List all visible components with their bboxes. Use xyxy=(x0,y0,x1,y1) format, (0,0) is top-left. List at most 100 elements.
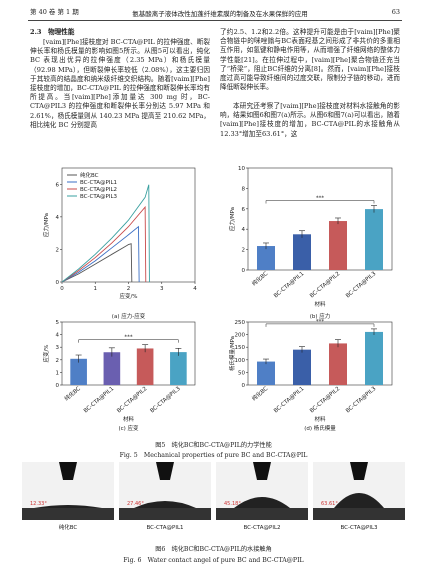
x-axis-label: 材料 xyxy=(314,300,326,308)
y-axis-label: 应力/MPa xyxy=(42,213,50,237)
paragraph: 本研究还考察了[vaim][Phe]接枝度对材料水接触角的影响，结果如图6和图7… xyxy=(220,102,400,138)
x-tick-label: 4 xyxy=(193,286,197,292)
line-series xyxy=(61,184,150,283)
significance-label: *** xyxy=(316,196,325,202)
legend-label: BC-CTA@PIL2 xyxy=(80,187,117,193)
panel-caption: (a) 应力-应变 xyxy=(112,312,146,320)
header-title: 氨基酸离子液体改性加蓬纤维素膜的制备及在水果保鲜的应用 xyxy=(132,10,308,18)
y-tick-label: 4 xyxy=(242,227,246,233)
substrate xyxy=(119,508,211,520)
droplet xyxy=(134,501,196,508)
paragraph: 了约2.5、1.2和2.2倍。这种提升可能是由于[vaim][Phe]聚合物链中… xyxy=(220,28,400,92)
x-tick-label: 1 xyxy=(94,286,98,292)
significance-label: *** xyxy=(316,319,325,325)
y-tick-label: 250 xyxy=(235,320,246,326)
contact-angle: 27.46° xyxy=(127,501,144,507)
x-axis-label: 应变/% xyxy=(119,292,137,300)
substrate xyxy=(216,508,308,520)
significance-bracket xyxy=(78,339,179,343)
header-page: 63 xyxy=(391,8,400,16)
legend-label: BC-CTA@PIL1 xyxy=(80,180,117,186)
y-tick-label: 0 xyxy=(242,268,246,274)
plot-frame xyxy=(247,167,393,271)
y-tick-label: 0 xyxy=(56,383,60,389)
figure-caption: Fig. 5 Mechanical properties of pure BC … xyxy=(119,452,308,459)
y-tick-label: 150 xyxy=(235,345,246,351)
line-series xyxy=(61,243,133,283)
figure-caption: 图5 纯化BC和BC-CTA@PIL的力学性能 xyxy=(155,442,272,449)
needle xyxy=(156,462,174,480)
substrate xyxy=(22,508,114,520)
x-axis-label: 材料 xyxy=(314,415,326,423)
droplet xyxy=(234,497,290,508)
bar xyxy=(257,246,275,270)
x-tick-label: BC-CTA@PIL3 xyxy=(345,271,378,300)
y-tick-label: 1 xyxy=(56,370,60,376)
bar xyxy=(293,349,311,385)
x-tick-label: BC-CTA@PIL2 xyxy=(116,386,148,414)
needle xyxy=(350,462,368,480)
x-tick-label: 纯化BC xyxy=(250,384,269,402)
line-series xyxy=(61,225,140,283)
droplet xyxy=(334,493,384,508)
panel-caption: (c) 应变 xyxy=(118,424,139,432)
x-tick-label: BC-CTA@PIL2 xyxy=(309,271,341,299)
x-tick-label: 0 xyxy=(60,286,64,292)
droplet xyxy=(34,505,102,508)
header-volume: 第 40 卷 第 1 期 xyxy=(30,8,79,16)
bar xyxy=(329,221,347,270)
x-tick-label: BC-CTA@PIL2 xyxy=(309,386,341,414)
figure-caption: 图6 纯化BC和BC-CTA@PIL的水接触角 xyxy=(155,546,272,553)
y-tick-label: 50 xyxy=(238,370,245,376)
bar xyxy=(136,348,154,385)
y-axis-label: 应变/% xyxy=(42,344,50,362)
x-tick-label: BC-CTA@PIL3 xyxy=(345,386,378,415)
figure-caption: Fig. 6 Water contact angel of pure BC an… xyxy=(123,557,304,564)
y-tick-label: 200 xyxy=(235,333,246,339)
legend-label: BC-CTA@PIL3 xyxy=(80,194,118,200)
header-rule xyxy=(28,20,402,21)
y-tick-label: 3 xyxy=(56,345,60,351)
y-tick-label: 2 xyxy=(56,247,60,253)
y-tick-label: 5 xyxy=(56,320,60,326)
line-series xyxy=(61,205,147,283)
y-tick-label: 6 xyxy=(56,182,60,188)
y-tick-label: 0 xyxy=(242,383,246,389)
x-tick-label: 纯化BC xyxy=(250,269,269,287)
needle xyxy=(253,462,271,480)
panel-caption: (b) 应力 xyxy=(310,312,331,320)
photo-label: BC-CTA@PIL2 xyxy=(243,525,280,531)
x-tick-label: BC-CTA@PIL1 xyxy=(83,386,115,414)
y-tick-label: 2 xyxy=(242,248,246,254)
y-axis-label: 应力/MPa xyxy=(228,207,236,231)
x-tick-label: 纯化BC xyxy=(63,384,82,402)
y-tick-label: 6 xyxy=(242,207,246,213)
x-tick-label: BC-CTA@PIL1 xyxy=(273,271,305,299)
contact-angle: 12.33° xyxy=(30,501,47,507)
y-axis-label: 杨氏模量/MPa xyxy=(228,336,236,371)
bar xyxy=(329,343,347,385)
plot-frame xyxy=(247,321,393,386)
substrate xyxy=(313,508,405,520)
x-axis-label: 材料 xyxy=(123,415,135,423)
bar xyxy=(365,209,383,270)
panel-caption: (d) 杨氏模量 xyxy=(304,424,336,432)
y-tick-label: 8 xyxy=(242,186,246,192)
bar xyxy=(70,358,87,385)
significance-label: *** xyxy=(124,335,133,341)
bar xyxy=(170,352,187,385)
x-tick-label: BC-CTA@PIL3 xyxy=(149,386,182,415)
section-heading: 2.3 物理性能 xyxy=(30,28,75,36)
bar xyxy=(293,234,311,270)
photo-label: BC-CTA@PIL1 xyxy=(146,525,183,531)
paragraph: [vaim][Phe]接枝度对 BC-CTA@PIL 的拉伸强度、断裂伸长率和杨… xyxy=(30,38,210,129)
y-tick-label: 4 xyxy=(56,333,60,339)
x-tick-label: BC-CTA@PIL1 xyxy=(273,386,305,414)
bar xyxy=(257,361,275,385)
photo-label: BC-CTA@PIL3 xyxy=(340,525,378,531)
significance-bracket xyxy=(265,323,375,327)
y-tick-label: 10 xyxy=(238,166,245,172)
bar xyxy=(103,352,121,385)
x-tick-label: 3 xyxy=(160,286,164,292)
